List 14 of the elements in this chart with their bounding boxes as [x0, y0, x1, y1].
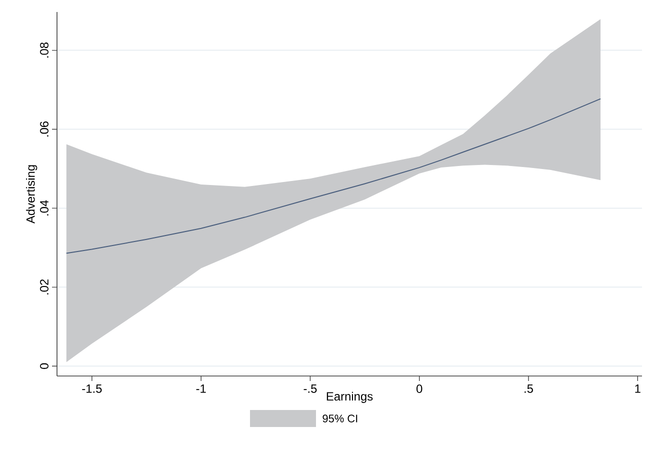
x-tick-label: -1.5: [82, 384, 102, 393]
y-tick-label: .02: [40, 279, 48, 294]
x-tick-label: -1: [196, 384, 206, 393]
text: 95% CI: [322, 414, 358, 422]
y-tick-label: .06: [40, 121, 48, 136]
y-tick-label: .04: [40, 200, 48, 216]
x-tick-label: 0: [416, 384, 422, 393]
y-axis-title: Advertising: [26, 165, 38, 224]
y-tick-label: 0: [40, 363, 48, 369]
x-tick-label: 1: [635, 384, 640, 393]
x-tick-label: .5: [524, 384, 533, 393]
x-tick-label: -.5: [304, 384, 317, 393]
y-tick-label: .08: [40, 42, 48, 58]
x-axis-title: Earnings: [326, 392, 373, 403]
